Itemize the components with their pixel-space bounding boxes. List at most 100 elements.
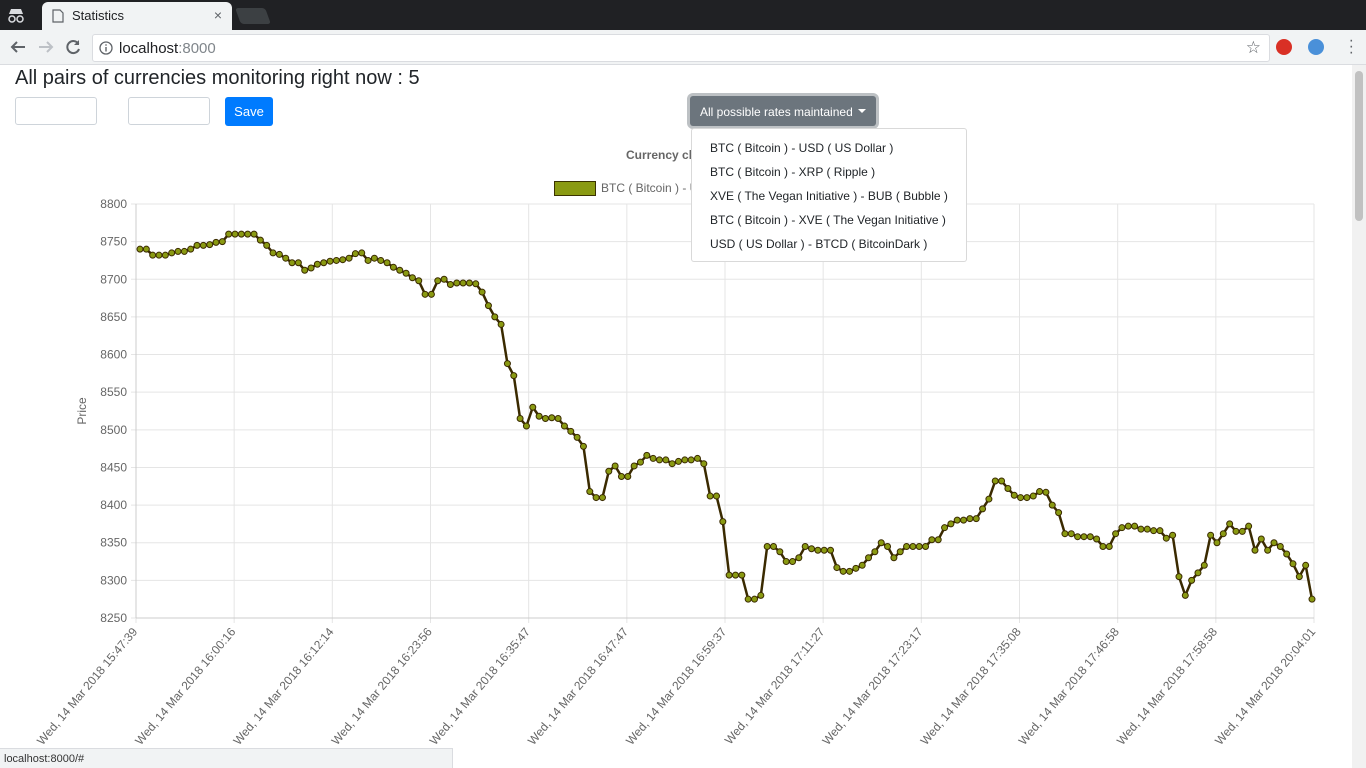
scrollbar[interactable] [1352,65,1366,768]
tab-strip: Statistics × [0,0,1366,30]
data-point [890,554,898,562]
data-point [896,548,904,556]
data-point [1264,546,1272,554]
data-point [465,279,473,287]
data-point [985,495,993,503]
data-point [1156,527,1164,535]
data-point [155,251,163,259]
data-point [142,245,150,253]
data-point [244,230,252,238]
extension-red-icon[interactable] [1276,39,1292,55]
forward-icon[interactable] [37,38,55,56]
data-point [928,536,936,544]
scrollbar-thumb[interactable] [1355,71,1363,221]
data-point [320,259,328,267]
legend-label[interactable]: BTC ( Bitcoin ) - U [601,181,699,195]
dropdown-item[interactable]: XVE ( The Vegan Initiative ) - BUB ( Bub… [710,189,948,203]
reload-icon[interactable] [64,38,82,56]
extension-blue-icon[interactable] [1308,39,1324,55]
y-tick-label: 8450 [100,460,127,474]
data-point [225,230,233,238]
data-point [579,442,587,450]
page-heading: All pairs of currencies monitoring right… [15,67,420,89]
save-button[interactable]: Save [225,97,273,126]
data-point [624,472,632,480]
x-tick-label: Wed, 14 Mar 2018 17:58:58 [1114,625,1220,748]
rates-dropdown-button[interactable]: All possible rates maintained [690,96,876,126]
data-point [269,249,277,257]
tab-statistics[interactable]: Statistics × [42,2,232,30]
dropdown-item[interactable]: USD ( US Dollar ) - BTCD ( BitcoinDark ) [710,237,928,251]
data-point [725,571,733,579]
data-point [1219,530,1227,538]
data-point [421,290,429,298]
data-point [522,422,530,430]
data-point [1042,488,1050,496]
data-point [662,456,670,464]
data-point [1061,530,1069,538]
pair-from-input[interactable] [15,97,97,125]
address-bar[interactable]: localhost:8000 ☆ [92,34,1270,62]
data-point [1093,535,1101,543]
data-point [1200,561,1208,569]
data-point [478,288,486,296]
x-tick-label: Wed, 14 Mar 2018 16:47:47 [525,625,631,748]
data-point [503,360,511,368]
data-point [1308,595,1316,603]
info-icon[interactable] [99,41,113,55]
data-point [903,542,911,550]
data-point [941,524,949,532]
data-point [453,279,461,287]
data-point [307,264,315,272]
data-point [744,595,752,603]
data-point [922,542,930,550]
new-tab-button[interactable] [235,8,271,24]
x-tick-label: Wed, 14 Mar 2018 15:47:39 [34,625,140,748]
data-point [275,250,283,258]
y-tick-label: 8800 [100,197,127,211]
data-point [250,230,258,238]
rates-dropdown-menu: BTC ( Bitcoin ) - USD ( US Dollar ) BTC … [691,128,967,262]
data-point [712,492,720,500]
data-point [136,245,144,253]
data-point [706,492,714,500]
x-tick-label: Wed, 14 Mar 2018 16:59:37 [623,625,729,748]
dropdown-item[interactable]: BTC ( Bitcoin ) - XRP ( Ripple ) [710,165,876,179]
data-point [491,313,499,321]
y-tick-label: 8300 [100,573,127,587]
x-tick-label: Wed, 14 Mar 2018 17:11:27 [722,625,828,747]
data-point [1169,531,1177,539]
data-point [396,266,404,274]
data-point [668,460,676,468]
data-point [1302,561,1310,569]
bookmark-star-icon[interactable]: ☆ [1245,38,1261,57]
data-point [174,247,182,255]
data-point [168,249,176,257]
dropdown-item[interactable]: BTC ( Bitcoin ) - USD ( US Dollar ) [710,141,894,155]
data-point [681,456,689,464]
data-point [655,456,663,464]
data-point [364,256,372,264]
data-point [751,595,759,603]
data-point [187,245,195,253]
data-point [199,241,207,249]
x-tick-label: Wed, 14 Mar 2018 17:46:58 [1016,625,1122,748]
x-tick-label: Wed, 14 Mar 2018 16:23:56 [329,625,435,748]
data-point [1067,530,1075,538]
data-point [497,320,505,328]
tab-title: Statistics [72,8,125,23]
legend-swatch[interactable] [554,181,596,196]
data-point [256,236,264,244]
data-point [605,467,613,475]
browser-menu-icon[interactable]: · · · [1348,32,1354,61]
x-tick-label: Wed, 14 Mar 2018 17:35:08 [918,625,1024,748]
data-point [719,518,727,526]
back-icon[interactable] [9,38,27,56]
data-point [573,433,581,441]
close-tab-icon[interactable]: × [213,7,222,23]
data-point [636,458,644,466]
data-point [947,520,955,528]
pair-to-input[interactable] [128,97,210,125]
data-point [909,542,917,550]
dropdown-item[interactable]: BTC ( Bitcoin ) - XVE ( The Vegan Initia… [710,213,946,227]
